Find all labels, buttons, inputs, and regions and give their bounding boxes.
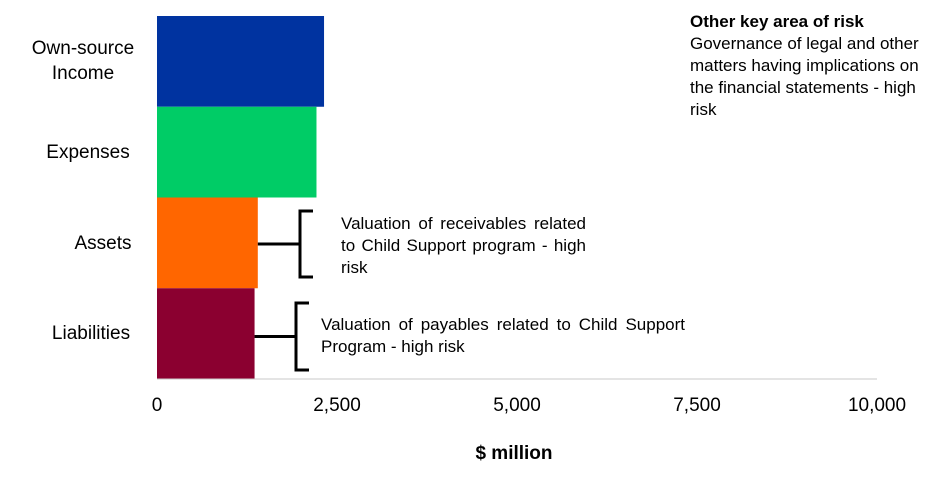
x-tick-label: 7,500 xyxy=(673,395,721,416)
liabilities-annotation: Valuation of payables related to Child S… xyxy=(321,315,685,356)
category-label-liabilities: Liabilities xyxy=(51,323,131,344)
assets-bracket xyxy=(257,209,313,279)
category-label-own-source-income: Own-source Income xyxy=(31,38,135,84)
x-tick-label: 10,000 xyxy=(847,395,907,416)
x-tick-label: 2,500 xyxy=(313,395,361,416)
bar-liabilities xyxy=(157,288,255,379)
bar-own-source-income xyxy=(157,16,325,107)
category-label-expenses: Expenses xyxy=(46,142,130,163)
bar-assets xyxy=(157,197,258,289)
assets-annotation: Valuation of receivables related to Chil… xyxy=(341,214,586,277)
other-risk-text: Governance of legal and other matters ha… xyxy=(690,34,919,119)
bar-expenses xyxy=(157,106,317,198)
category-label-assets: Assets xyxy=(74,233,132,254)
other-risk-title: Other key area of risk xyxy=(690,12,864,31)
other-risk-note: Other key area of risk Governance of leg… xyxy=(690,11,920,121)
x-tick-label: 0 xyxy=(151,395,163,416)
liabilities-bracket xyxy=(254,301,309,372)
x-axis-title: $ million xyxy=(475,443,553,464)
x-tick-label: 5,000 xyxy=(493,395,541,416)
